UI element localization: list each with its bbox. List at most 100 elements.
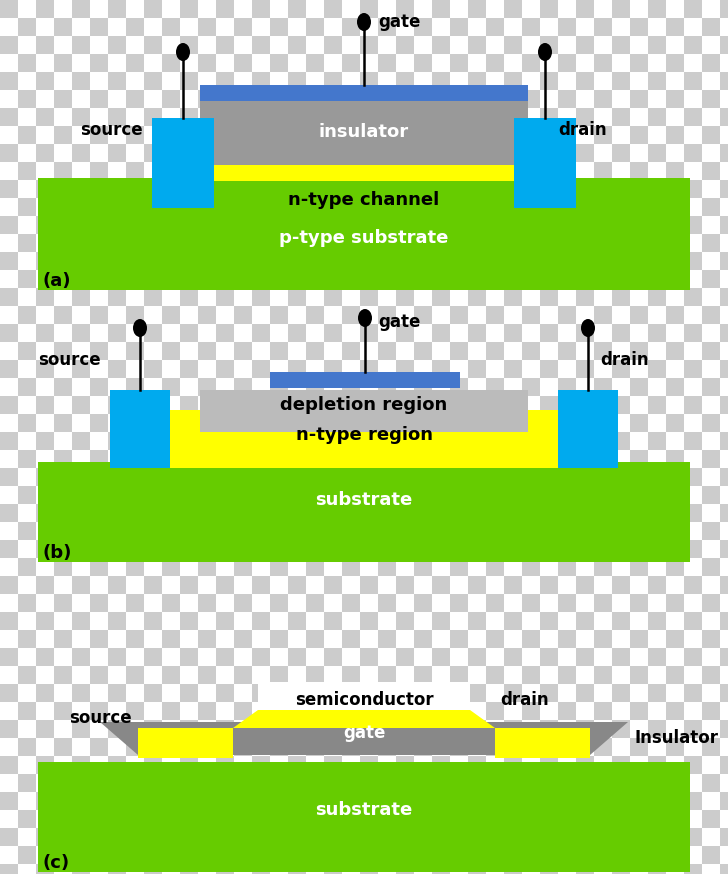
Bar bbox=[216, 144, 234, 162]
Bar bbox=[234, 738, 252, 756]
Bar bbox=[180, 522, 198, 540]
Bar bbox=[38, 178, 690, 290]
Bar bbox=[144, 180, 162, 198]
Bar bbox=[90, 468, 108, 486]
Bar bbox=[450, 558, 468, 576]
Bar bbox=[594, 378, 612, 396]
Bar bbox=[126, 846, 144, 864]
Bar bbox=[702, 630, 720, 648]
Bar bbox=[648, 468, 666, 486]
Bar bbox=[720, 90, 728, 108]
Bar bbox=[252, 756, 270, 774]
Bar bbox=[540, 756, 558, 774]
Bar bbox=[396, 162, 414, 180]
Bar bbox=[594, 540, 612, 558]
Bar bbox=[522, 594, 540, 612]
Text: insulator: insulator bbox=[319, 123, 409, 141]
Bar bbox=[486, 54, 504, 72]
Bar bbox=[576, 72, 594, 90]
Bar bbox=[432, 54, 450, 72]
Bar bbox=[54, 630, 72, 648]
Bar bbox=[90, 252, 108, 270]
Bar bbox=[234, 792, 252, 810]
Bar bbox=[324, 0, 342, 18]
Bar bbox=[234, 0, 252, 18]
Bar bbox=[648, 486, 666, 504]
Bar bbox=[540, 108, 558, 126]
Bar bbox=[18, 162, 36, 180]
Bar bbox=[450, 252, 468, 270]
Bar bbox=[216, 396, 234, 414]
Bar bbox=[306, 810, 324, 828]
Bar bbox=[630, 252, 648, 270]
Bar bbox=[36, 36, 54, 54]
Bar bbox=[36, 810, 54, 828]
Bar bbox=[648, 180, 666, 198]
Bar bbox=[630, 180, 648, 198]
Bar bbox=[468, 162, 486, 180]
Bar bbox=[198, 486, 216, 504]
Bar bbox=[450, 522, 468, 540]
Bar bbox=[288, 126, 306, 144]
Bar bbox=[450, 0, 468, 18]
Bar bbox=[666, 774, 684, 792]
Bar bbox=[468, 216, 486, 234]
Bar bbox=[234, 594, 252, 612]
Bar bbox=[36, 468, 54, 486]
Polygon shape bbox=[258, 682, 470, 710]
Bar bbox=[270, 684, 288, 702]
Bar bbox=[216, 540, 234, 558]
Bar bbox=[630, 108, 648, 126]
Bar bbox=[18, 324, 36, 342]
Bar bbox=[162, 612, 180, 630]
Bar bbox=[270, 270, 288, 288]
Bar bbox=[540, 486, 558, 504]
Text: drain: drain bbox=[600, 351, 649, 369]
Bar bbox=[522, 72, 540, 90]
Bar bbox=[432, 522, 450, 540]
Bar bbox=[702, 0, 720, 18]
Bar bbox=[432, 792, 450, 810]
Bar bbox=[252, 594, 270, 612]
Bar bbox=[342, 666, 360, 684]
Bar bbox=[378, 378, 396, 396]
Bar bbox=[414, 108, 432, 126]
Bar bbox=[90, 90, 108, 108]
Bar bbox=[198, 18, 216, 36]
Bar bbox=[0, 558, 18, 576]
Bar bbox=[522, 540, 540, 558]
Bar bbox=[216, 126, 234, 144]
Bar bbox=[576, 198, 594, 216]
Bar bbox=[720, 216, 728, 234]
Bar bbox=[18, 486, 36, 504]
Bar bbox=[720, 576, 728, 594]
Bar bbox=[342, 108, 360, 126]
Bar bbox=[180, 774, 198, 792]
Bar bbox=[576, 342, 594, 360]
Bar bbox=[234, 846, 252, 864]
Bar bbox=[252, 90, 270, 108]
Bar bbox=[152, 118, 214, 208]
Bar bbox=[54, 216, 72, 234]
Bar bbox=[36, 108, 54, 126]
Bar bbox=[378, 288, 396, 306]
Bar bbox=[702, 450, 720, 468]
Bar bbox=[720, 108, 728, 126]
Bar bbox=[522, 252, 540, 270]
Bar bbox=[90, 792, 108, 810]
Bar bbox=[288, 702, 306, 720]
Bar bbox=[72, 756, 90, 774]
Bar bbox=[396, 522, 414, 540]
Bar bbox=[144, 630, 162, 648]
Bar bbox=[234, 18, 252, 36]
Bar bbox=[558, 90, 576, 108]
Bar bbox=[36, 0, 54, 18]
Bar bbox=[162, 522, 180, 540]
Bar bbox=[36, 864, 54, 874]
Bar bbox=[468, 378, 486, 396]
Bar bbox=[540, 198, 558, 216]
Bar bbox=[396, 396, 414, 414]
Bar bbox=[72, 396, 90, 414]
Bar bbox=[648, 792, 666, 810]
Bar bbox=[324, 612, 342, 630]
